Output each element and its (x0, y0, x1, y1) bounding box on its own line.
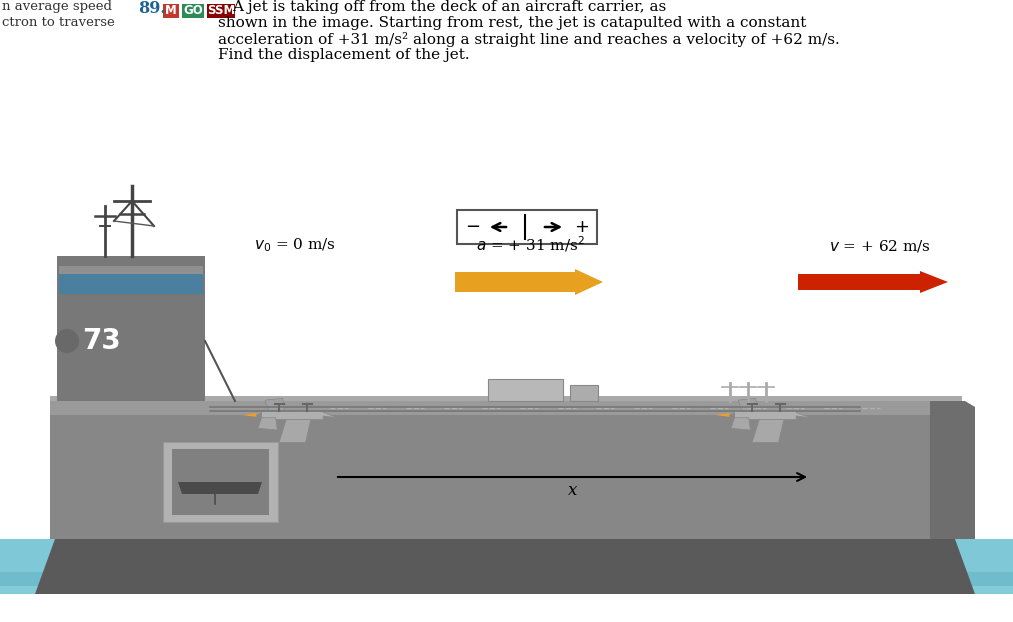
Text: −: − (465, 218, 480, 236)
Bar (50, 400, 962, 415)
Polygon shape (715, 414, 729, 417)
Bar (59, 266, 203, 274)
Text: SSM: SSM (207, 4, 235, 17)
FancyArrow shape (455, 269, 603, 295)
Bar (457, 210, 597, 244)
FancyBboxPatch shape (163, 4, 179, 18)
Polygon shape (242, 414, 256, 417)
FancyBboxPatch shape (207, 4, 235, 18)
Text: x: x (568, 482, 577, 499)
FancyBboxPatch shape (182, 4, 204, 18)
Text: acceleration of +31 m/s² along a straight line and reaches a velocity of +62 m/s: acceleration of +31 m/s² along a straigh… (218, 32, 840, 47)
Bar (163, 442, 278, 522)
Text: Find the displacement of the jet.: Find the displacement of the jet. (218, 48, 470, 62)
Bar (59, 274, 203, 294)
Bar (488, 379, 563, 401)
Polygon shape (731, 418, 751, 430)
Text: GO: GO (183, 4, 203, 17)
Text: n average speed: n average speed (2, 0, 112, 13)
Text: shown in the image. Starting from rest, the jet is catapulted with a constant: shown in the image. Starting from rest, … (218, 16, 806, 30)
Polygon shape (300, 406, 320, 411)
Polygon shape (734, 411, 810, 419)
Polygon shape (265, 398, 285, 411)
Polygon shape (35, 539, 975, 594)
Text: $a$ = + 31 m/s$^2$: $a$ = + 31 m/s$^2$ (475, 234, 585, 254)
Bar (50, 414, 960, 539)
Text: +: + (574, 218, 589, 236)
Text: 73: 73 (83, 327, 122, 355)
Bar (570, 385, 598, 401)
Text: A jet is taking off from the deck of an aircraft carrier, as: A jet is taking off from the deck of an … (232, 0, 667, 14)
Text: M: M (165, 4, 177, 17)
FancyArrow shape (798, 271, 948, 293)
Polygon shape (772, 406, 792, 411)
Circle shape (55, 329, 79, 353)
Text: 89.: 89. (138, 0, 166, 17)
Polygon shape (753, 419, 784, 442)
Bar (172, 449, 269, 515)
Polygon shape (930, 401, 975, 539)
Polygon shape (280, 419, 311, 442)
Text: $v_0$ = 0 m/s: $v_0$ = 0 m/s (254, 236, 336, 254)
Polygon shape (256, 412, 261, 418)
Polygon shape (738, 398, 758, 411)
Polygon shape (258, 418, 278, 430)
Polygon shape (178, 482, 262, 494)
Bar (0, 539, 1013, 594)
Bar (57, 256, 205, 401)
Bar (50, 396, 962, 401)
Text: $v$ = + 62 m/s: $v$ = + 62 m/s (829, 238, 931, 254)
Polygon shape (729, 412, 734, 418)
Bar (0, 572, 1013, 594)
Text: ctron to traverse: ctron to traverse (2, 16, 114, 29)
Polygon shape (261, 411, 337, 419)
Bar (0, 586, 1013, 594)
